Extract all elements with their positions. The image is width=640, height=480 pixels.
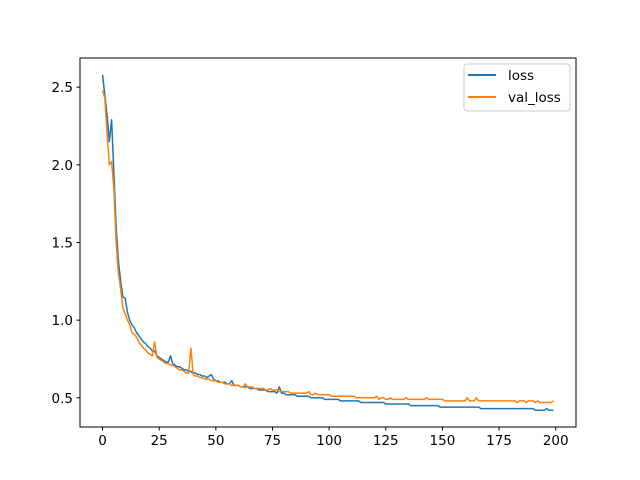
y-tick-label: 2.5 xyxy=(52,80,73,96)
x-axis: 0 25 50 75 100 125 150 175 200 xyxy=(98,427,569,449)
series-line-val-loss xyxy=(101,90,554,404)
series-line-loss xyxy=(101,74,554,411)
x-tick: 25 xyxy=(151,427,168,449)
y-tick: 1.0 xyxy=(52,313,80,329)
y-tick-label: 0.5 xyxy=(52,391,73,407)
plot-lines xyxy=(101,74,554,411)
y-tick-label: 1.0 xyxy=(52,313,73,329)
x-tick-label: 200 xyxy=(543,433,569,449)
y-tick: 2.5 xyxy=(52,80,80,96)
y-tick: 0.5 xyxy=(52,391,80,407)
x-tick: 75 xyxy=(264,427,281,449)
legend-label-loss: loss xyxy=(508,68,534,84)
legend: loss val_loss xyxy=(463,63,571,112)
y-tick: 1.5 xyxy=(52,236,80,252)
y-tick-label: 2.0 xyxy=(52,158,73,174)
legend-label-val-loss: val_loss xyxy=(508,90,561,106)
x-tick: 150 xyxy=(430,427,456,449)
x-tick: 50 xyxy=(207,427,224,449)
x-tick: 100 xyxy=(316,427,342,449)
y-tick: 2.0 xyxy=(52,158,80,174)
x-tick: 125 xyxy=(373,427,399,449)
x-tick: 200 xyxy=(543,427,569,449)
x-tick: 175 xyxy=(486,427,512,449)
y-tick-label: 1.5 xyxy=(52,236,73,252)
y-axis: 0.5 1.0 1.5 2.0 2.5 xyxy=(52,80,80,407)
x-tick-label: 100 xyxy=(316,433,342,449)
x-tick-label: 150 xyxy=(430,433,456,449)
x-tick-label: 25 xyxy=(151,433,168,449)
x-tick-label: 0 xyxy=(98,433,107,449)
x-tick: 0 xyxy=(98,427,107,449)
x-tick-label: 175 xyxy=(486,433,512,449)
x-tick-label: 75 xyxy=(264,433,281,449)
x-tick-label: 50 xyxy=(207,433,224,449)
x-tick-label: 125 xyxy=(373,433,399,449)
